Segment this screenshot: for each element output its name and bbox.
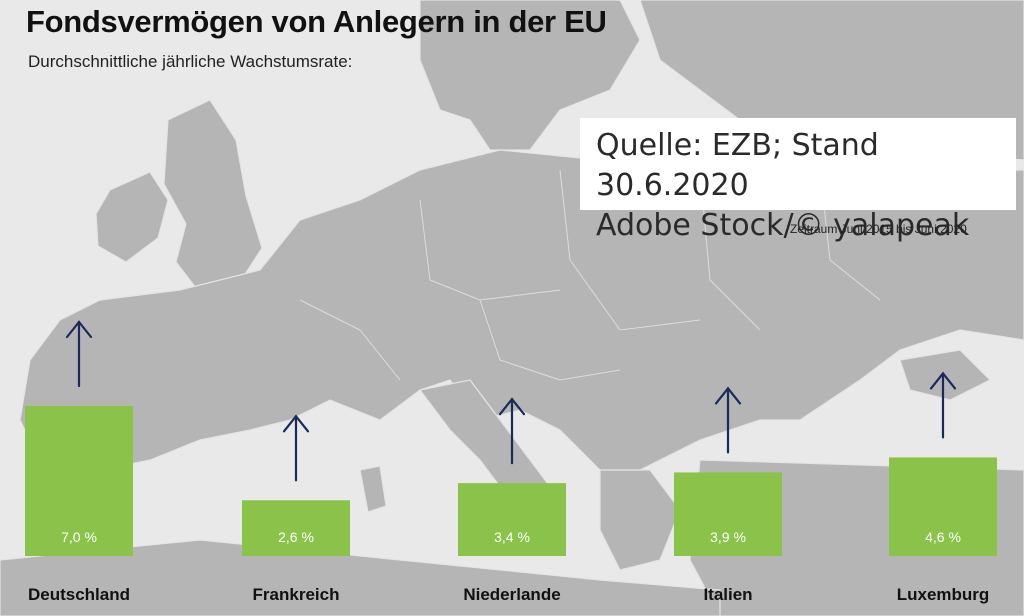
bar-frankreich	[242, 500, 350, 556]
category-label: Deutschland	[28, 585, 130, 604]
data-label: 4,6 %	[925, 529, 961, 545]
chart-subtitle: Durchschnittliche jährliche Wachstumsrat…	[28, 52, 353, 71]
chart-title: Fondsvermögen von Anlegern in der EU	[26, 4, 607, 39]
arrow-up-icon	[498, 397, 526, 465]
source-line-2: Adobe Stock/© yalapeak	[596, 208, 970, 243]
ireland-shape	[95, 171, 169, 263]
data-label: 3,4 %	[494, 529, 530, 545]
north-africa-shape	[0, 539, 721, 616]
greece-shape	[599, 469, 681, 571]
data-label: 7,0 %	[61, 529, 97, 545]
category-label: Italien	[703, 585, 752, 604]
data-label: 3,9 %	[710, 529, 746, 545]
bar-luxemburg	[889, 457, 997, 556]
scandinavia-shape	[419, 0, 641, 151]
continent-shape	[19, 149, 1024, 471]
sardinia-shape	[359, 465, 387, 513]
arrow-up-icon	[929, 371, 957, 439]
data-label: 2,6 %	[278, 529, 314, 545]
arrow-up-icon	[714, 386, 742, 454]
source-line-1: Quelle: EZB; Stand 30.6.2020	[596, 128, 879, 203]
bar-niederlande	[458, 483, 566, 556]
period-note: Zeitraum Juni 2015 bis Juni 2020	[790, 222, 967, 236]
bar-italien	[674, 472, 782, 556]
category-label: Frankreich	[253, 585, 340, 604]
bar-deutschland	[25, 406, 133, 556]
category-label: Luxemburg	[897, 585, 990, 604]
arrow-up-icon	[65, 320, 93, 388]
arrow-up-icon	[282, 414, 310, 482]
source-box: Quelle: EZB; Stand 30.6.2020 Adobe Stock…	[580, 118, 1016, 243]
category-label: Niederlande	[463, 585, 560, 604]
